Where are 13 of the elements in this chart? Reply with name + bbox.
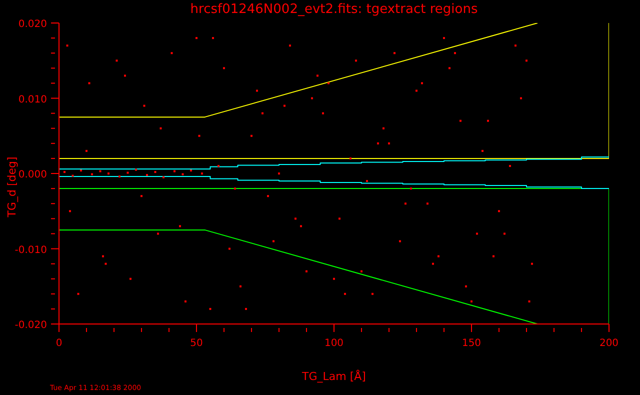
x-tick-label: 50 xyxy=(190,338,203,349)
x-tick-label: 200 xyxy=(599,338,619,349)
y-tick-label: 0.010 xyxy=(18,94,47,106)
y-tick-label: 0.000 xyxy=(18,170,47,180)
x-tick-label: 0 xyxy=(56,338,62,349)
x-tick-label: 100 xyxy=(324,338,344,349)
y-axis-title: TG_d [deg] xyxy=(6,156,18,218)
x-axis-title: TG_Lam [Å] xyxy=(301,370,367,383)
y-tick-label: -0.020 xyxy=(14,320,47,331)
y-tick-label: 0.020 xyxy=(18,19,47,30)
y-tick-label: -0.010 xyxy=(14,244,47,256)
x-tick-label: 150 xyxy=(462,338,482,349)
chart-title: hrcsf01246N002_evt2.fits: tgextract regions xyxy=(189,2,479,17)
